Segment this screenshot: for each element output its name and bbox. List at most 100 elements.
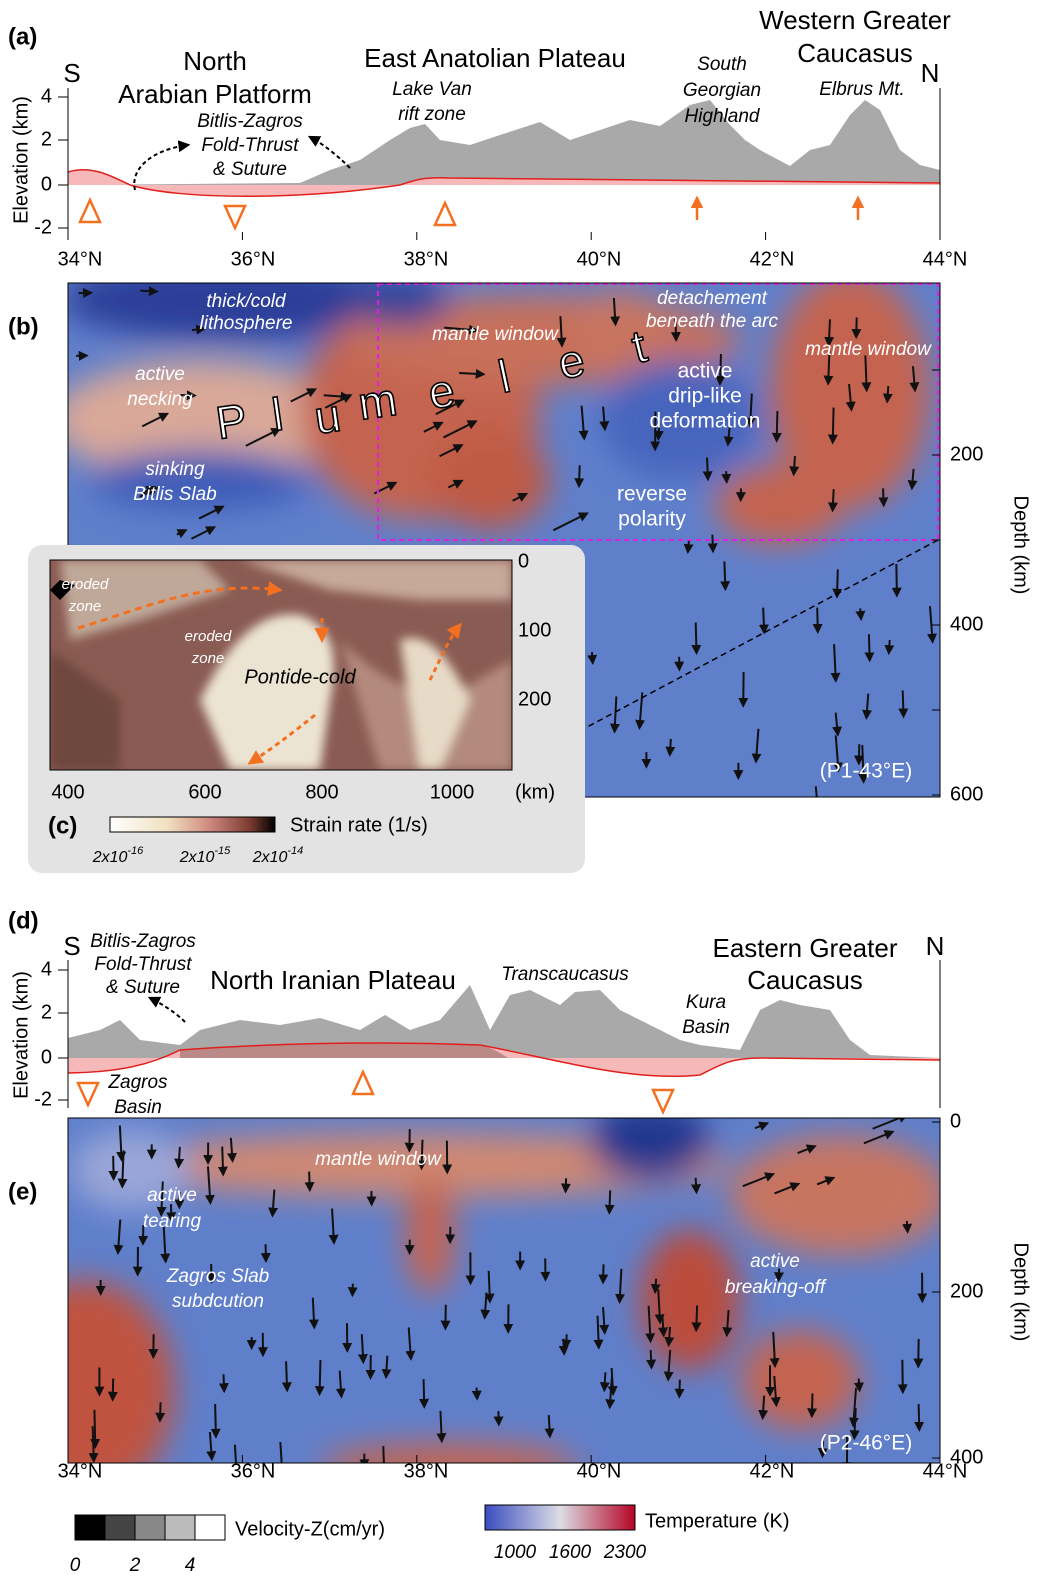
x-tick-label: 40°N [577,1460,622,1482]
panel-label: (a) [8,23,37,50]
y-tick-label: 4 [41,85,52,107]
flow-arrow [670,739,671,755]
flow-arrow [489,1271,490,1302]
flow-arrow [696,1305,697,1330]
velocity-colorbar [75,1515,225,1540]
flow-arrow [93,1426,94,1461]
flow-arrow [477,1388,478,1399]
note: zone [191,650,225,667]
axis-title: Depth (km) [1010,496,1032,595]
flow-arrow [609,1190,610,1212]
note: thick/cold [206,291,287,312]
note: mantle window [432,324,559,345]
note: active [750,1251,800,1272]
note: Fold-Thrust [201,135,299,156]
flow-arrow [860,608,861,619]
x-tick-label: 40°N [577,248,622,270]
y-tick-label: 600 [950,783,983,805]
flow-arrow [320,1360,321,1394]
flow-arrow [669,1327,670,1345]
x-tick-label: 400 [51,781,84,803]
note: active [678,360,733,383]
note: eroded [62,576,109,593]
colorbar-tick-label: 2300 [603,1542,647,1563]
axis-title: Elevation (km) [10,971,32,1099]
y-tick-label: 2 [41,1001,52,1023]
flow-arrow [833,408,834,443]
axis-title: Depth (km) [1010,1243,1032,1342]
flow-arrow [696,623,697,653]
note: Georgian [683,80,761,101]
flow-arrow [94,1410,95,1447]
x-tick-label: 36°N [231,1460,276,1482]
note: Basin [114,1097,162,1118]
note: detachement [657,288,768,309]
profile-label: (P2-46°E) [820,1432,912,1455]
y-tick-label: 0 [950,1110,961,1132]
flow-arrow [179,1147,180,1167]
direction: N [926,931,945,961]
y-tick-label: 0 [41,173,52,195]
note: eroded [185,628,232,645]
panel-label: (d) [8,907,39,934]
flow-arrow [651,1350,652,1368]
y-tick-label: -2 [34,1088,52,1110]
region-label: Eastern Greater [713,933,898,963]
flow-arrow [724,561,725,589]
note: Pontide-cold [244,666,356,688]
flow-arrow [833,489,834,510]
y-tick-label: 400 [950,613,983,635]
y-tick-label: 2 [41,128,52,150]
flow-arrow [903,690,904,716]
note: Transcaucasus [501,964,629,985]
flow-arrow [224,1374,225,1391]
flow-arrow [869,634,870,660]
x-tick-label: 38°N [404,1460,449,1482]
flow-arrow [902,1360,903,1392]
flow-arrow [887,386,888,402]
note: Bitlis-Zagros [197,111,303,132]
flow-arrow [386,1356,387,1377]
direction: S [63,58,80,88]
plumelet-letter: m [355,373,400,430]
note: reverse [617,483,687,506]
flow-arrow [896,564,897,596]
note: necking [127,389,193,410]
region-label: Caucasus [797,38,913,68]
flow-arrow [889,640,890,653]
x-tick-label: 1000 [430,781,475,803]
tick-exponent: -15 [214,845,231,857]
note: beneath the arc [646,311,779,332]
note: mantle window [315,1149,442,1170]
y-tick-label: 100 [518,619,551,641]
flow-arrow [160,1402,161,1420]
flow-arrow [549,1415,550,1436]
flow-arrow [579,465,580,486]
flow-arrow [309,1172,310,1191]
flow-arrow [655,1279,656,1292]
panel-label: (b) [8,313,39,340]
flow-arrow [566,1334,567,1347]
y-tick-label: 0 [41,1046,52,1068]
flow-arrow [113,1378,114,1399]
tick-base: 2x10 [92,849,128,866]
colorbar-title: Strain rate (1/s) [290,814,428,836]
x-tick-label: 34°N [58,1460,103,1482]
y-tick-label: 200 [950,443,983,465]
colorbar-tick-label: 1000 [494,1542,537,1563]
note: rift zone [398,104,466,125]
note: lithosphere [200,313,293,334]
flow-arrow [812,1393,813,1416]
flow-arrow [215,1404,216,1437]
tick-base: 2x10 [252,849,288,866]
tick-exponent: -16 [127,845,144,857]
temperature-colorbar [485,1505,635,1530]
region-label: Caucasus [747,965,863,995]
note: Zagros [107,1072,168,1093]
note: breaking-off [725,1277,827,1298]
profile-label: (P1-43°E) [820,760,912,783]
flow-arrow [563,1339,564,1354]
x-tick-label: 42°N [750,1460,795,1482]
note: polarity [618,508,686,531]
region-label: North [183,46,247,76]
